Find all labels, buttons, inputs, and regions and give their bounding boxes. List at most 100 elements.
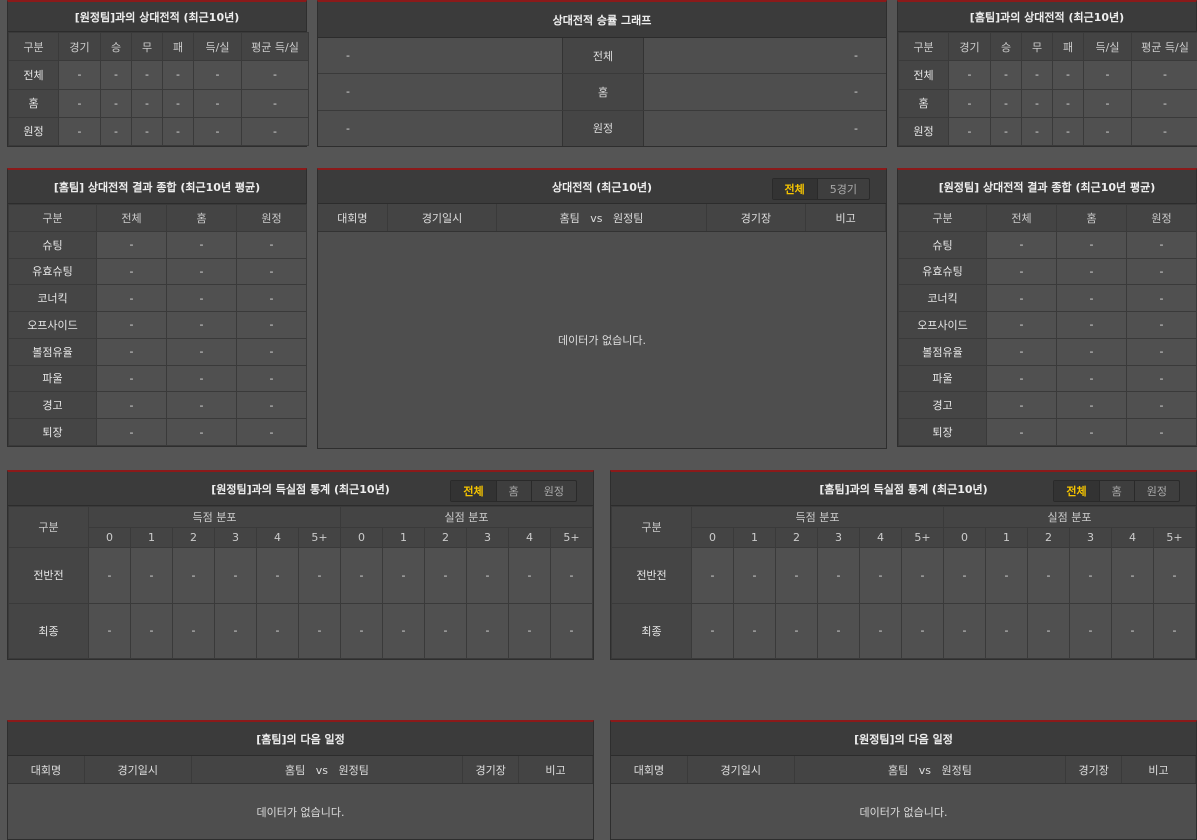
empty-message: 데이터가 없습니다. (611, 784, 1196, 839)
table-row: 전체------ (899, 61, 1197, 89)
cell-value: - (167, 312, 237, 339)
table-row: 코너킥--- (899, 285, 1197, 312)
bucket-header: 1 (986, 528, 1028, 548)
cell-value: - (987, 285, 1057, 312)
cell-value: - (167, 338, 237, 365)
row-label: 경고 (9, 392, 97, 419)
table-row: 파울--- (9, 365, 307, 392)
bucket-header: 4 (860, 528, 902, 548)
column-header: 홈팀 vs 원정팀 (795, 756, 1067, 783)
cell-value: - (1132, 89, 1197, 117)
cell-value: - (1070, 603, 1112, 659)
cell-value: - (1127, 231, 1197, 258)
column-header: 대회명 (318, 204, 388, 231)
cell-value: - (860, 603, 902, 659)
cell-value: - (242, 89, 309, 117)
row-label: 슈팅 (899, 231, 987, 258)
toggle-option[interactable]: 5경기 (818, 179, 869, 199)
cell-value: - (237, 392, 307, 419)
table-row: 볼점유율--- (9, 338, 307, 365)
column-header: 홈팀 vs 원정팀 (497, 204, 706, 231)
bucket-header: 3 (818, 528, 860, 548)
cell-value: - (1057, 231, 1127, 258)
cell-value: - (987, 419, 1057, 446)
column-header: 경기 (949, 33, 991, 61)
cell-value: - (97, 392, 167, 419)
cell-value: - (299, 548, 341, 604)
row-label: 오프사이드 (899, 312, 987, 339)
column-header: 경기일시 (688, 756, 795, 783)
bucket-header: 0 (89, 528, 131, 548)
toggle-option[interactable]: 원정 (1135, 481, 1179, 501)
table-row: 볼점유율--- (899, 338, 1197, 365)
table-row: 최종------------ (612, 603, 1196, 659)
cell-value: - (1057, 365, 1127, 392)
cell-value: - (1127, 285, 1197, 312)
bucket-header: 4 (1112, 528, 1154, 548)
toggle-active[interactable]: 전체 (773, 179, 818, 199)
cell-value: - (1127, 365, 1197, 392)
column-header: 득/실 (194, 33, 242, 61)
cell-value: - (257, 603, 299, 659)
cell-value: - (242, 61, 309, 89)
column-header: 홈 (1057, 205, 1127, 232)
bucket-header: 5+ (902, 528, 944, 548)
cell-value: - (215, 548, 257, 604)
cell-value: - (551, 603, 593, 659)
cell-value: - (237, 365, 307, 392)
column-header: 경기 (59, 33, 101, 61)
column-header: 비고 (1122, 756, 1196, 783)
cell-value: - (167, 258, 237, 285)
toggle-active[interactable]: 전체 (1054, 481, 1099, 501)
toggle-option[interactable]: 홈 (497, 481, 532, 501)
cell-value: - (991, 117, 1022, 145)
bucket-header: 0 (692, 528, 734, 548)
cell-value: - (949, 89, 991, 117)
row-label: 전반전 (612, 548, 692, 604)
row-label: 유효슈팅 (9, 258, 97, 285)
cell-value: - (1053, 117, 1084, 145)
toggle-option[interactable]: 홈 (1100, 481, 1135, 501)
cell-value: - (97, 312, 167, 339)
cell-value: - (1070, 548, 1112, 604)
column-header: 패 (163, 33, 194, 61)
bucket-header: 5+ (299, 528, 341, 548)
cell-value: - (173, 548, 215, 604)
cell-value: - (860, 548, 902, 604)
cell-value: - (97, 419, 167, 446)
cell-value: - (167, 419, 237, 446)
column-header: 홈 (167, 205, 237, 232)
bucket-header: 3 (1070, 528, 1112, 548)
cell-value: - (1057, 258, 1127, 285)
cell-value: - (551, 548, 593, 604)
table-row: 코너킥--- (9, 285, 307, 312)
column-header: 승 (101, 33, 132, 61)
column-header: 득/실 (1084, 33, 1132, 61)
cell-value: - (902, 603, 944, 659)
cell-value: - (163, 117, 194, 145)
cell-value: - (1022, 89, 1053, 117)
row-label: 코너킥 (899, 285, 987, 312)
table-row: 경고--- (899, 392, 1197, 419)
table-row: 전체------ (9, 61, 309, 89)
table-row: 오프사이드--- (899, 312, 1197, 339)
cell-value: - (949, 61, 991, 89)
table-row: 슈팅--- (9, 231, 307, 258)
table-row: 슈팅--- (899, 231, 1197, 258)
toggle-option[interactable]: 원정 (532, 481, 576, 501)
row-label: 슈팅 (9, 231, 97, 258)
panel-title: [원정팀]의 다음 일정 (611, 722, 1196, 756)
cell-value: - (131, 603, 173, 659)
column-header: 전체 (987, 205, 1057, 232)
toggle-active[interactable]: 전체 (451, 481, 496, 501)
cell-value: - (1127, 312, 1197, 339)
bucket-header: 4 (509, 528, 551, 548)
